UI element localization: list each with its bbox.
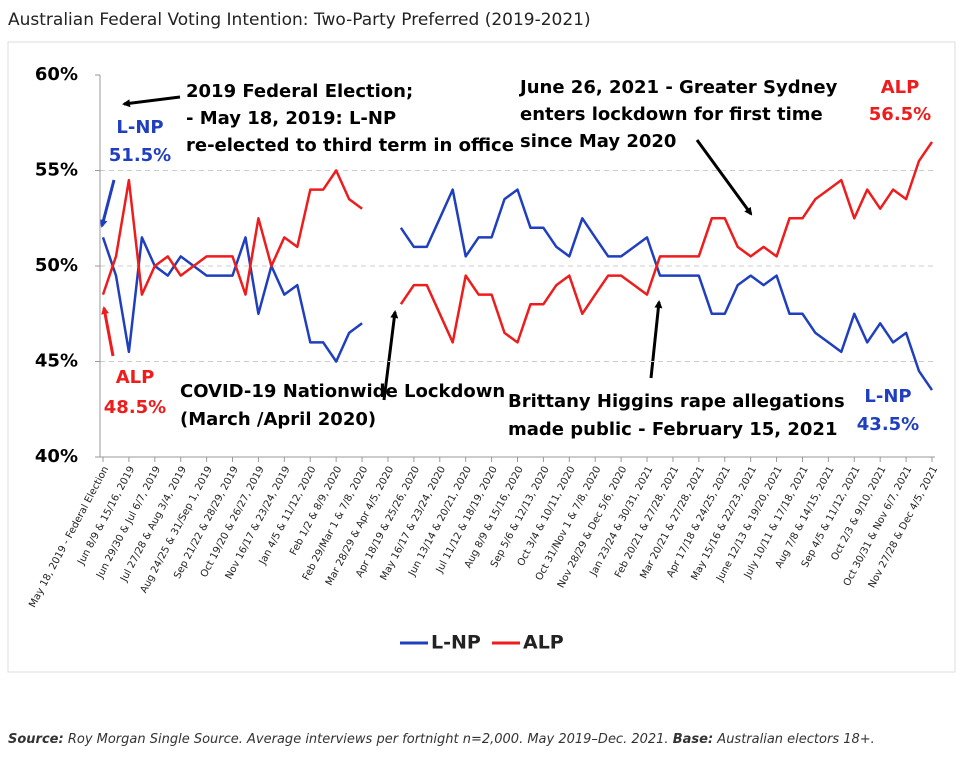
source-label: Source: (8, 732, 64, 747)
arrow (101, 306, 115, 357)
annotation: (March /April 2020) (180, 409, 376, 430)
y-tick-label: 45% (35, 351, 78, 372)
arrow (122, 95, 181, 108)
arrow (382, 310, 399, 401)
chart: Australian Federal Voting Intention: Two… (7, 10, 956, 673)
source-text: Roy Morgan Single Source. Average interv… (67, 732, 669, 747)
annotation: L-NP (116, 117, 163, 138)
annotation: L-NP (864, 386, 911, 407)
y-tick-label: 60% (35, 64, 78, 85)
legend-label: L-NP (431, 632, 481, 654)
arrow (99, 179, 116, 228)
y-tick-label: 40% (35, 446, 78, 467)
legend-label: ALP (523, 632, 564, 654)
base-label: Base: (672, 732, 714, 747)
annotation: re-elected to third term in office (186, 135, 514, 156)
arrow (649, 300, 663, 379)
chart-title: Australian Federal Voting Intention: Two… (8, 10, 591, 30)
annotation: enters lockdown for first time (520, 104, 823, 125)
annotation: 56.5% (869, 104, 931, 125)
base-text: Australian electors 18+. (717, 732, 875, 747)
annotation: Brittany Higgins rape allegations (508, 391, 845, 412)
series-line (101, 188, 934, 391)
annotation: ALP (116, 367, 155, 388)
series-line (101, 141, 934, 344)
arrow (695, 139, 753, 216)
annotation: 43.5% (857, 414, 919, 435)
annotation: 2019 Federal Election; (186, 81, 413, 102)
annotation: 51.5% (109, 145, 171, 166)
annotation: - May 18, 2019: L-NP (186, 108, 396, 129)
chart-frame (7, 41, 956, 673)
annotation: 48.5% (104, 397, 166, 418)
y-tick-label: 50% (35, 255, 78, 276)
y-tick-label: 55% (35, 160, 78, 181)
footnote: Source: Roy Morgan Single Source. Averag… (8, 732, 875, 747)
annotation: since May 2020 (520, 131, 676, 152)
annotation: June 26, 2021 - Greater Sydney (518, 77, 838, 98)
annotation: made public - February 15, 2021 (508, 419, 837, 440)
annotation: COVID-19 Nationwide Lockdown (180, 381, 505, 402)
annotation: ALP (881, 77, 920, 98)
